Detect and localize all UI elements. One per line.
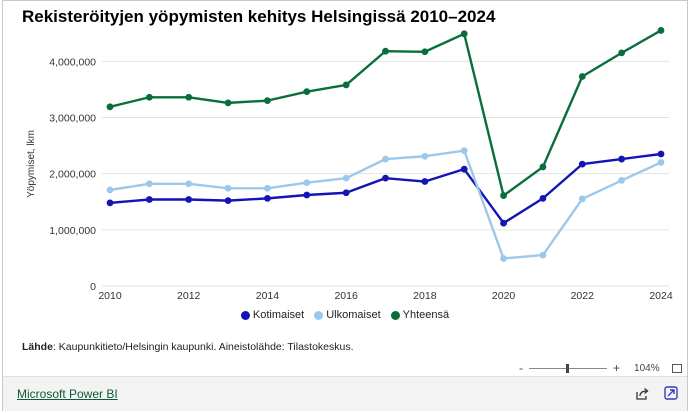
data-point (657, 150, 665, 158)
y-tick-label: 4,000,000 (49, 56, 96, 68)
y-tick-label: 1,000,000 (49, 225, 96, 237)
data-point (657, 159, 665, 166)
data-point (618, 177, 626, 184)
series-line-Yhteensä (109, 29, 662, 197)
zoom-control: - + 104% (519, 362, 682, 374)
legend: Kotimaiset Ulkomaiset Yhteensä (0, 309, 690, 321)
data-point (539, 163, 547, 171)
legend-label: Yhteensä (402, 309, 450, 321)
data-point (421, 178, 429, 185)
data-point (224, 197, 232, 205)
zoom-slider[interactable] (529, 363, 607, 373)
data-point (224, 184, 232, 192)
data-point (500, 255, 507, 262)
data-point (578, 160, 586, 168)
data-point (264, 194, 271, 202)
data-point (303, 191, 311, 199)
zoom-out-button[interactable]: - (519, 361, 523, 375)
data-point (342, 174, 350, 182)
data-point (657, 27, 665, 34)
legend-marker (390, 310, 400, 320)
x-tick-label: 2010 (98, 290, 122, 302)
data-point (264, 97, 271, 105)
share-icon[interactable] (635, 387, 649, 401)
data-point (264, 184, 271, 192)
data-point (106, 199, 114, 207)
y-tick-label: 0 (90, 281, 96, 293)
data-point (342, 81, 350, 89)
data-point (145, 180, 153, 188)
source-note: Lähde: Kaupunkitieto/Helsingin kaupunki.… (22, 341, 354, 353)
x-tick-label: 2012 (177, 290, 201, 302)
x-tick-label: 2024 (649, 290, 673, 302)
legend-label: Ulkomaiset (326, 309, 381, 321)
source-text: : Kaupunkitieto/Helsingin kaupunki. Aine… (52, 341, 354, 353)
data-point (382, 47, 389, 55)
y-tick-label: 3,000,000 (49, 112, 96, 124)
data-point (382, 155, 389, 163)
chart-title: Rekisteröityjen yöpymisten kehitys Helsi… (22, 7, 496, 26)
legend-item[interactable]: Yhteensä (390, 309, 450, 321)
data-point (303, 179, 311, 187)
data-point (185, 93, 193, 101)
legend-item[interactable]: Kotimaiset (240, 309, 305, 321)
power-bi-link[interactable]: Microsoft Power BI (17, 387, 118, 401)
x-tick-label: 2022 (571, 290, 595, 302)
data-point (421, 152, 429, 160)
data-point (500, 192, 507, 199)
footer-bar: Microsoft Power BI (3, 376, 687, 411)
data-point (460, 165, 468, 173)
data-point (185, 180, 193, 188)
data-point (106, 103, 114, 111)
data-point (421, 48, 429, 56)
data-point (224, 99, 232, 107)
y-tick-label: 2,000,000 (49, 169, 96, 181)
data-point (106, 186, 114, 194)
data-point (539, 251, 547, 259)
legend-marker (240, 310, 250, 320)
data-point (460, 30, 468, 38)
zoom-level: 104% (634, 362, 660, 374)
data-point (460, 147, 468, 155)
data-point (342, 189, 350, 197)
data-point (539, 194, 547, 202)
x-tick-label: 2016 (334, 290, 358, 302)
data-point (578, 195, 586, 203)
data-point (303, 88, 311, 96)
x-tick-label: 2018 (413, 290, 437, 302)
legend-label: Kotimaiset (252, 309, 305, 321)
data-point (618, 49, 626, 57)
legend-item[interactable]: Ulkomaiset (314, 309, 381, 321)
data-point (382, 174, 389, 182)
series-line-Kotimaiset (109, 152, 662, 225)
data-point (185, 196, 193, 203)
data-point (578, 73, 586, 80)
zoom-slider-thumb[interactable] (566, 363, 569, 373)
x-tick-label: 2020 (492, 290, 516, 302)
data-point (145, 196, 153, 203)
fit-to-page-icon[interactable] (671, 363, 682, 373)
legend-marker (314, 310, 324, 320)
expand-icon[interactable] (664, 386, 678, 400)
data-point (618, 155, 626, 163)
data-point (145, 93, 153, 101)
zoom-in-button[interactable]: + (613, 361, 621, 375)
x-tick-label: 2014 (256, 290, 280, 302)
source-label: Lähde (22, 341, 53, 353)
data-point (500, 219, 507, 227)
y-axis-label: Yöpymiset, lkm (26, 130, 37, 198)
